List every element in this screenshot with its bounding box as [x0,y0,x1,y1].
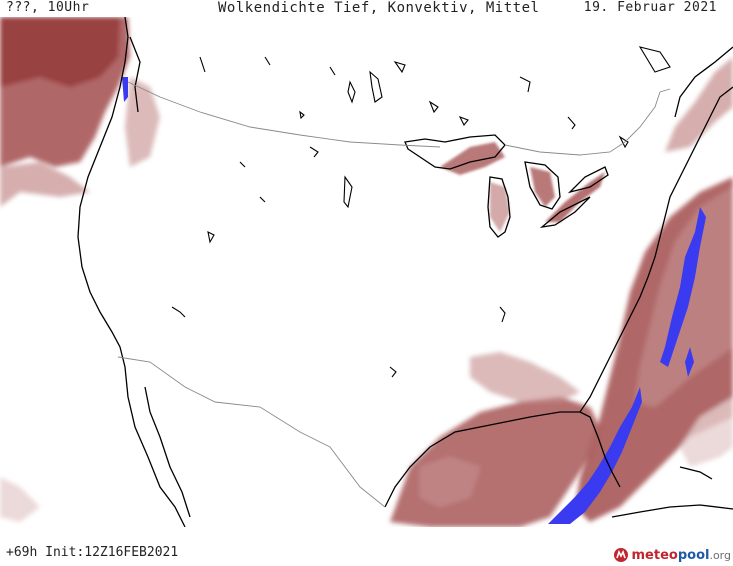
forecast-label: ???, 10Uhr [6,0,90,15]
cloud-field-east [575,57,733,522]
logo-text: meteopool.org [632,548,732,563]
cloud-field-gulf [390,352,600,527]
borders [117,81,671,508]
logo-text-org: .org [709,548,731,562]
cloud-field-great-lakes [440,142,605,232]
convective-area [122,77,706,524]
logo-text-pool: pool [677,547,710,563]
map-title: Wolkendichte Tief, Konvektiv, Mittel [218,0,540,16]
meteopool-logo-icon [613,548,628,562]
coastline [77,17,733,527]
logo-text-meteo: meteo [631,547,678,563]
lakes [171,46,671,378]
forecast-date: 19. Februar 2021 [583,0,717,15]
model-run-info: +69h Init:12Z16FEB2021 [6,545,179,560]
cloud-cover-map [0,17,733,527]
cloud-field-northwest [0,17,160,522]
meteopool-logo[interactable]: meteopool.org [613,547,732,563]
